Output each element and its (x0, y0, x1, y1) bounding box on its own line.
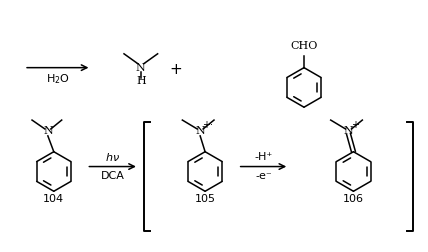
Text: -e⁻: -e⁻ (255, 171, 272, 181)
Text: 106: 106 (343, 194, 364, 204)
Text: -H⁺: -H⁺ (254, 152, 273, 162)
Text: N: N (195, 126, 205, 136)
Text: h$\nu$: h$\nu$ (105, 151, 120, 163)
Text: H: H (136, 77, 146, 86)
Text: +: + (351, 120, 360, 130)
Text: H$_2$O: H$_2$O (46, 73, 70, 86)
Text: +: + (169, 62, 182, 77)
Text: DCA: DCA (101, 171, 125, 181)
Text: 104: 104 (43, 194, 64, 204)
Text: N: N (344, 126, 354, 136)
Text: N: N (43, 126, 53, 136)
Text: CHO: CHO (290, 41, 318, 51)
Text: N: N (136, 63, 146, 73)
Text: +·: +· (202, 120, 213, 130)
Text: 105: 105 (195, 194, 216, 204)
